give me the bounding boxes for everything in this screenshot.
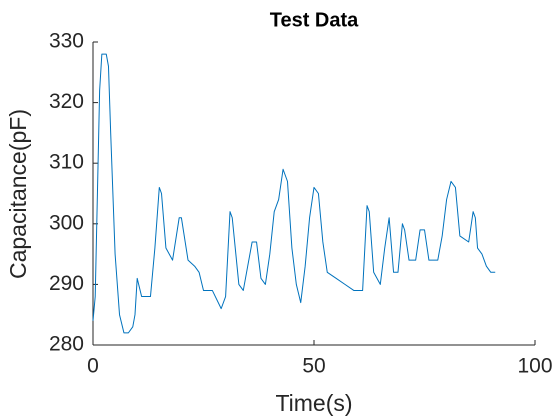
y-axis-label: Capacitance(pF) (5, 109, 31, 279)
x-tick-label: 100 (517, 355, 552, 378)
x-tick-label: 50 (302, 355, 325, 378)
y-tick-label: 320 (49, 90, 84, 113)
chart-title: Test Data (270, 9, 359, 31)
y-tick-label: 280 (49, 333, 84, 356)
y-tick-label: 290 (49, 272, 84, 295)
x-axis-label: Time(s) (275, 390, 352, 416)
y-tick-label: 300 (49, 211, 84, 234)
y-tick-label: 330 (49, 30, 84, 53)
x-tick-label: 0 (87, 355, 99, 378)
data-line (92, 53, 496, 334)
y-tick-label: 310 (49, 151, 84, 174)
